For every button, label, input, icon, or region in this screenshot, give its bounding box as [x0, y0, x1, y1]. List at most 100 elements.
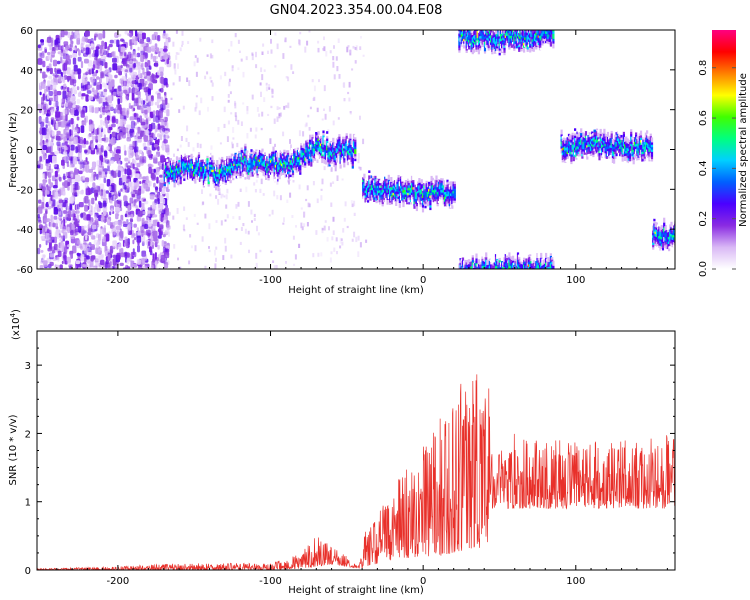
spectrogram-cell [406, 204, 409, 207]
spectrogram-cell [71, 86, 74, 95]
spectrogram-cell [237, 39, 240, 44]
spectrogram-cell [69, 78, 75, 86]
spectrogram-cell [76, 252, 80, 256]
spectrogram-cell [188, 80, 191, 86]
spectrogram-cell [106, 76, 109, 84]
spectrogram-cell [329, 50, 332, 54]
spectrogram-cell [86, 255, 90, 260]
spectrogram-cell [37, 160, 41, 166]
spectrogram-cell [329, 138, 332, 141]
spectrogram-cell [207, 181, 210, 185]
spectrogram-cell [298, 243, 301, 248]
spectrogram-cell [84, 195, 89, 204]
spectrogram-cell [182, 105, 185, 110]
spectrogram-cell [141, 235, 146, 244]
spectrogram-cell [157, 203, 163, 212]
spectrogram-cell [154, 252, 157, 260]
spectrogram-cell [179, 144, 182, 148]
spectrogram-cell [102, 109, 105, 116]
spectrogram-cell [157, 70, 161, 76]
spectrogram-cell [196, 142, 199, 148]
spectrogram-cell [43, 218, 49, 223]
spectrogram-cell [221, 159, 224, 162]
spectrogram-cell [108, 231, 111, 235]
spectrogram-cell [155, 260, 158, 269]
spectrogram-cell [68, 156, 73, 161]
spectrogram-cell [63, 41, 69, 45]
spectrogram-cell [371, 175, 375, 179]
spectrogram-cell [64, 245, 68, 250]
spectrogram-cell [52, 155, 57, 164]
spectrogram-cell [128, 181, 133, 188]
spectrogram-cell [67, 67, 71, 75]
spectrogram-cell [201, 189, 203, 194]
spectrogram-cell [305, 198, 308, 202]
spectrogram-cell [146, 46, 152, 53]
spectrogram-cell [178, 159, 181, 163]
spectrogram-cell [398, 207, 401, 211]
spectrogram-cell [143, 184, 149, 190]
spectrogram-cell [149, 155, 153, 160]
spectrogram-cell [228, 81, 231, 87]
spectrogram-cell [271, 88, 274, 95]
spectrogram-cell [118, 127, 123, 132]
spectrogram-cell [265, 86, 268, 92]
spectrogram-cell [354, 134, 357, 138]
spectrogram-cell [90, 43, 94, 47]
spectrogram-cell [324, 220, 327, 223]
spectrogram-cell [279, 195, 282, 201]
spectrogram-cell [283, 217, 285, 223]
spectrogram-cell [67, 171, 71, 178]
spectrogram-cell [320, 195, 323, 201]
spectrogram-cell [77, 144, 82, 153]
spectrogram-cell [175, 30, 178, 34]
spectrogram-cell [97, 248, 101, 253]
spectrogram-cell [254, 134, 257, 139]
spectrogram-cell [298, 184, 301, 190]
spectrogram-cell [64, 266, 68, 269]
spectrogram-cell [247, 230, 250, 235]
spectrogram-cell [122, 224, 128, 227]
spectrogram-cell [39, 265, 44, 269]
spectrogram-cell [150, 239, 153, 243]
spectrogram-cell [99, 183, 105, 190]
spectrogram-cell [58, 176, 62, 182]
spectrogram-cell [157, 244, 160, 250]
spectrogram-cell [39, 142, 42, 146]
spectrogram-cell [103, 177, 107, 184]
spectrogram-cell [49, 140, 54, 147]
spectrogram-cell [256, 107, 259, 112]
spectrogram-cell [199, 37, 202, 42]
spectrogram-cell [355, 45, 358, 51]
spectrogram-cell [168, 232, 170, 237]
spectrogram-cell [373, 201, 376, 205]
spectrogram-cell [157, 198, 160, 205]
spectrogram-cell [245, 150, 248, 153]
spectrogram-cell [194, 181, 197, 184]
spectrogram-cell [133, 200, 136, 207]
spectrogram-cell [241, 174, 244, 177]
spectrogram-cell [98, 264, 102, 269]
spectrogram-cell [101, 145, 104, 153]
spectrogram-cell [273, 190, 276, 197]
spectrogram-cell [107, 165, 110, 172]
spectrogram-cell [276, 106, 279, 110]
spectrogram-cell [175, 158, 179, 161]
spectrogram-cell [99, 228, 103, 235]
spectrogram-cell [146, 37, 151, 43]
spectrogram-cell [255, 262, 258, 269]
spectrogram-cell [155, 115, 160, 123]
spectrogram-cell [232, 127, 235, 133]
spectrogram-cell [49, 67, 53, 75]
spectrogram-cell [77, 239, 81, 245]
spectrogram-cell [292, 180, 295, 183]
spectrogram-cell [124, 213, 128, 218]
spectrogram-cell [270, 105, 273, 109]
spectrogram-cell [147, 116, 151, 122]
spectrogram-cell [251, 176, 254, 179]
spectrogram-cell [163, 139, 168, 144]
spectrogram-cell [65, 214, 70, 220]
spectrogram-cell [420, 184, 423, 187]
spectrogram-cell [273, 178, 276, 182]
spectrogram-cell [52, 59, 58, 67]
